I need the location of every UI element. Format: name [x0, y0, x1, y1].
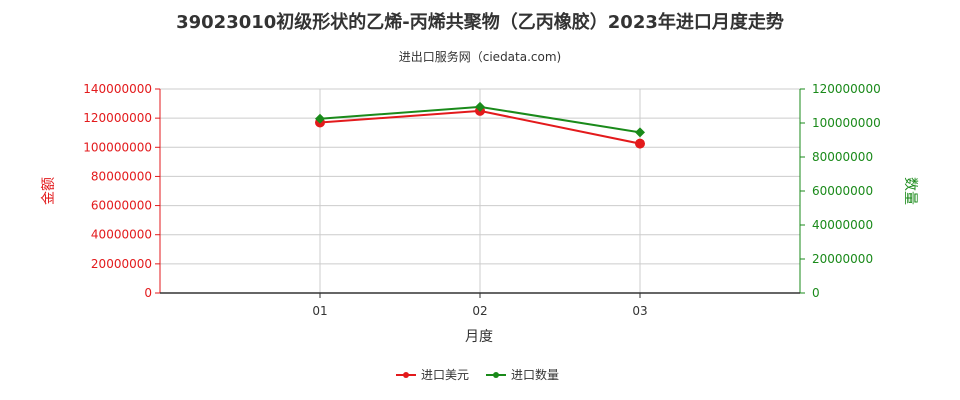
- chart-title: 39023010初级形状的乙烯-丙烯共聚物（乙丙橡胶）2023年进口月度走势: [176, 11, 784, 33]
- chart-subtitle: 进出口服务网（ciedata.com): [399, 49, 561, 64]
- left-axis-ticks: 0 20000000 40000000 60000000 80000000 1000000…: [83, 82, 160, 300]
- right-tick-label: 20000000: [812, 252, 873, 266]
- left-tick-label: 20000000: [91, 257, 152, 271]
- right-tick-label: 80000000: [812, 150, 873, 164]
- left-tick-label: 60000000: [91, 199, 152, 213]
- x-axis-ticks: 01 02 03: [312, 293, 648, 318]
- legend-label-2: 进口数量: [511, 367, 559, 382]
- left-axis-title: 金额: [41, 177, 57, 205]
- x-axis-title: 月度: [465, 329, 493, 345]
- legend-marker-2: [493, 372, 499, 378]
- series-layer: [315, 101, 645, 149]
- grid-lines: [160, 88, 800, 293]
- x-tick-label: 03: [632, 304, 647, 318]
- legend-marker-1: [403, 372, 409, 378]
- right-tick-label: 120000000: [812, 82, 881, 96]
- right-axis-ticks: 0 20000000 40000000 60000000 80000000 1000000…: [800, 82, 881, 300]
- series-2-point: [315, 113, 325, 124]
- series-2-point: [635, 127, 645, 138]
- left-tick-label: 80000000: [91, 169, 152, 183]
- right-axis-title: 数量: [902, 177, 918, 205]
- series-1-point: [635, 138, 645, 149]
- left-tick-label: 40000000: [91, 228, 152, 242]
- left-tick-label: 120000000: [83, 111, 152, 125]
- left-tick-label: 0: [144, 286, 152, 300]
- left-tick-label: 100000000: [83, 140, 152, 154]
- x-tick-label: 01: [312, 304, 327, 318]
- x-tick-label: 02: [472, 304, 487, 318]
- legend-label-1: 进口美元: [421, 368, 469, 382]
- series-2-point: [475, 101, 485, 112]
- right-tick-label: 40000000: [812, 218, 873, 232]
- right-tick-label: 60000000: [812, 184, 873, 198]
- right-tick-label: 0: [812, 286, 820, 300]
- right-tick-label: 100000000: [812, 116, 881, 130]
- legend: 进口美元 进口数量: [396, 367, 559, 382]
- left-tick-label: 140000000: [83, 82, 152, 96]
